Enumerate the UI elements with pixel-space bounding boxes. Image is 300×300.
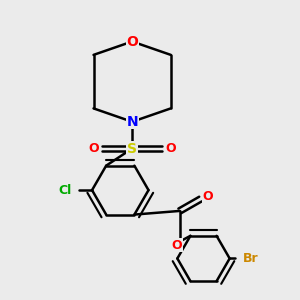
Text: N: N xyxy=(126,115,138,129)
Text: O: O xyxy=(88,142,99,155)
Text: O: O xyxy=(171,238,182,252)
Text: O: O xyxy=(126,34,138,49)
Text: Br: Br xyxy=(242,252,258,265)
Text: Cl: Cl xyxy=(58,184,71,196)
Text: O: O xyxy=(166,142,176,155)
Text: O: O xyxy=(202,190,213,202)
Text: S: S xyxy=(127,142,137,155)
